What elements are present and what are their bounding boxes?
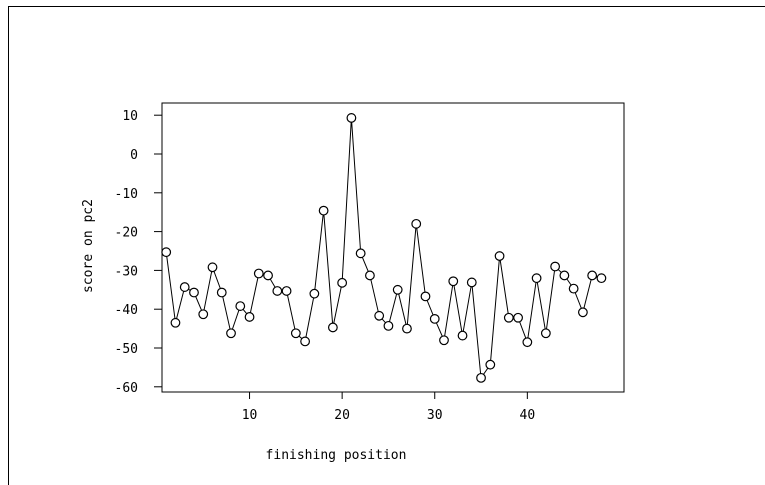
data-point [179, 282, 190, 292]
data-point [596, 273, 607, 284]
data-point [161, 247, 172, 258]
y-axis-label: score on pc2 [81, 199, 96, 293]
data-point [337, 277, 348, 288]
y-tick-label: -60 [115, 381, 138, 396]
data-point [503, 312, 514, 323]
data-point [365, 270, 375, 281]
data-point [485, 359, 496, 370]
y-tick-label: 0 [130, 148, 138, 163]
data-point [226, 328, 236, 339]
data-point [522, 337, 533, 348]
data-point [374, 310, 385, 321]
x-tick-label: 20 [334, 408, 350, 423]
data-point [448, 276, 459, 287]
data-point [235, 301, 246, 311]
series-line [165, 117, 602, 380]
data-point [420, 291, 431, 302]
y-tick-label: -10 [115, 187, 138, 202]
y-tick-label: -30 [115, 264, 138, 279]
data-point [281, 286, 292, 296]
data-point [439, 335, 449, 346]
data-point [272, 286, 283, 296]
data-point [198, 309, 209, 320]
data-point [550, 261, 561, 272]
data-point [392, 284, 403, 295]
data-point [402, 323, 412, 334]
data-point [327, 322, 338, 333]
data-point [513, 312, 523, 323]
data-point [216, 287, 227, 298]
data-point [587, 270, 598, 281]
x-tick-label: 30 [427, 408, 443, 423]
data-point [578, 307, 588, 318]
y-tick-label: 10 [122, 109, 138, 124]
data-point [466, 277, 477, 288]
data-point [244, 312, 255, 322]
data-point [346, 113, 357, 123]
data-point [476, 372, 486, 383]
data-point [263, 270, 273, 281]
data-point [429, 314, 440, 324]
data-point [318, 205, 329, 216]
y-tick-label: -20 [115, 226, 138, 241]
y-tick-label: -40 [115, 303, 138, 318]
plot-area-box [161, 102, 625, 393]
data-point [559, 270, 570, 281]
data-point [170, 317, 181, 328]
data-point [383, 320, 394, 331]
x-tick-label: 40 [520, 408, 536, 423]
data-point [207, 262, 218, 273]
x-tick-label: 10 [242, 408, 258, 423]
x-axis-label: finishing position [266, 448, 407, 463]
data-point [253, 268, 264, 279]
y-tick-label: -50 [115, 342, 138, 357]
x-axis: 10 20 30 40 [242, 392, 535, 423]
data-point [309, 288, 320, 299]
y-axis: 10 0 -10 -20 -30 -40 -50 -60 [115, 109, 162, 396]
figure-frame [8, 6, 765, 485]
data-point [355, 248, 366, 259]
data-point [568, 283, 579, 294]
data-point [290, 328, 301, 339]
data-point [540, 328, 551, 339]
data-point [189, 287, 199, 298]
data-point [531, 273, 542, 284]
data-point [411, 218, 422, 229]
data-point [457, 330, 468, 341]
data-point [300, 336, 311, 347]
series-markers [161, 113, 607, 383]
data-point [494, 251, 505, 261]
